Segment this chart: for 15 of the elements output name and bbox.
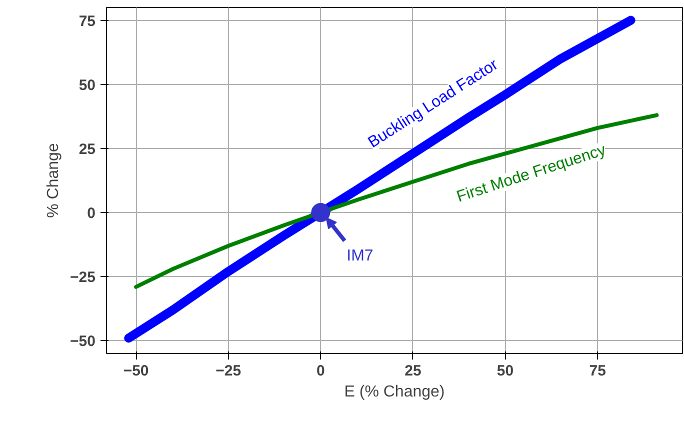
x-tick-label: 50 [496,362,514,380]
x-tick-label: 0 [316,362,325,380]
y-tick-label: −50 [70,333,96,350]
y-tick-label: −25 [70,269,96,286]
x-tick-label: 75 [589,362,606,380]
x-tick-label: 25 [404,362,422,380]
y-tick-label: 75 [78,12,96,30]
x-tick-label: −50 [123,362,149,380]
annotation: IM7 [346,248,374,265]
x-tick-label: −25 [216,362,242,380]
y-tick-label: 50 [78,76,96,94]
y-tick-label: 25 [78,140,96,158]
y-tick-label: 0 [87,205,96,222]
x-axis-title: E (% Change) [344,384,445,400]
y-axis-title: % Change [45,143,62,218]
